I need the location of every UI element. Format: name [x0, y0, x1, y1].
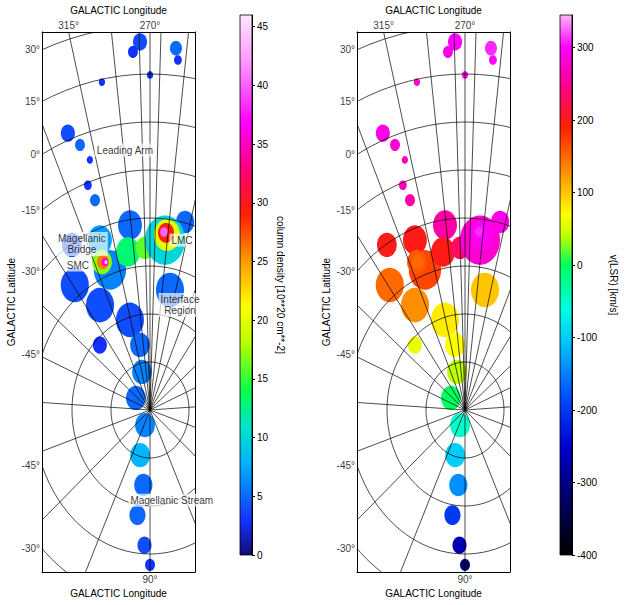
svg-text:GALACTIC Longitude: GALACTIC Longitude [70, 588, 167, 599]
svg-text:15°: 15° [25, 96, 40, 107]
svg-text:270°: 270° [455, 20, 476, 31]
svg-text:15: 15 [257, 373, 269, 384]
svg-text:-200: -200 [577, 405, 597, 416]
svg-text:90°: 90° [142, 574, 157, 585]
svg-text:-300: -300 [577, 477, 597, 488]
svg-text:GALACTIC Longitude: GALACTIC Longitude [70, 5, 167, 16]
svg-text:-30°: -30° [22, 266, 40, 277]
svg-text:Region: Region [164, 305, 196, 316]
svg-text:-15°: -15° [22, 205, 40, 216]
svg-text:v(LSR) [km/s]: v(LSR) [km/s] [608, 255, 619, 316]
svg-text:GALACTIC Longitude: GALACTIC Longitude [385, 588, 482, 599]
svg-text:0°: 0° [30, 149, 40, 160]
svg-text:-45°: -45° [337, 349, 355, 360]
svg-text:90°: 90° [457, 574, 472, 585]
svg-text:30: 30 [257, 197, 269, 208]
svg-text:0: 0 [577, 260, 583, 271]
svg-text:35: 35 [257, 139, 269, 150]
svg-text:-45°: -45° [22, 460, 40, 471]
svg-text:-30°: -30° [22, 543, 40, 554]
svg-text:0°: 0° [345, 149, 355, 160]
svg-text:315°: 315° [373, 20, 394, 31]
svg-text:Bridge: Bridge [67, 244, 96, 255]
svg-text:270°: 270° [140, 20, 161, 31]
svg-text:-45°: -45° [22, 349, 40, 360]
svg-text:GALACTIC Latitude: GALACTIC Latitude [6, 257, 17, 346]
svg-text:-15°: -15° [337, 205, 355, 216]
svg-text:Magellanic: Magellanic [58, 233, 106, 244]
svg-text:0: 0 [257, 550, 263, 561]
svg-text:200: 200 [577, 115, 594, 126]
svg-text:Magellanic Stream: Magellanic Stream [130, 495, 213, 506]
svg-text:315°: 315° [58, 20, 79, 31]
svg-text:SMC: SMC [67, 260, 89, 271]
svg-text:-400: -400 [577, 550, 597, 561]
svg-text:GALACTIC Latitude: GALACTIC Latitude [321, 257, 332, 346]
svg-text:300: 300 [577, 42, 594, 53]
svg-text:5: 5 [257, 491, 263, 502]
svg-text:10: 10 [257, 432, 269, 443]
svg-text:45: 45 [257, 21, 269, 32]
svg-text:LMC: LMC [171, 235, 192, 246]
svg-text:20: 20 [257, 315, 269, 326]
svg-text:40: 40 [257, 80, 269, 91]
svg-text:-45°: -45° [337, 460, 355, 471]
svg-text:30°: 30° [340, 44, 355, 55]
svg-text:Interface: Interface [161, 294, 200, 305]
svg-text:column density [10**20 cm**-2]: column density [10**20 cm**-2] [275, 216, 286, 354]
svg-text:-100: -100 [577, 332, 597, 343]
svg-text:100: 100 [577, 187, 594, 198]
svg-text:Leading Arm: Leading Arm [97, 145, 153, 156]
svg-text:-30°: -30° [337, 266, 355, 277]
svg-text:25: 25 [257, 256, 269, 267]
svg-text:15°: 15° [340, 96, 355, 107]
svg-text:30°: 30° [25, 44, 40, 55]
svg-text:-30°: -30° [337, 543, 355, 554]
svg-text:GALACTIC Longitude: GALACTIC Longitude [385, 5, 482, 16]
